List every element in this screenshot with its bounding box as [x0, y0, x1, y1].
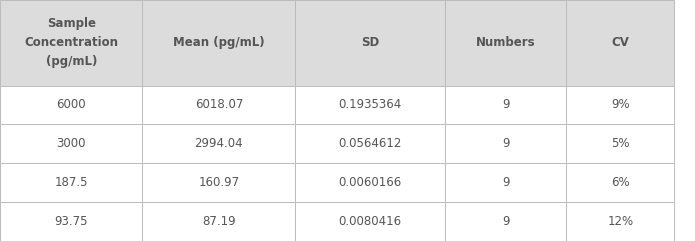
Bar [0, 86, 142, 124]
Bar [0, 163, 142, 202]
Text: Numbers: Numbers [476, 36, 535, 49]
Bar [142, 202, 295, 241]
Text: 93.75: 93.75 [54, 215, 88, 228]
Bar [566, 86, 674, 124]
Bar [295, 0, 445, 86]
Text: 9: 9 [502, 176, 509, 189]
Text: SD: SD [361, 36, 379, 49]
Text: 6018.07: 6018.07 [195, 99, 243, 112]
Text: 9: 9 [502, 99, 509, 112]
Bar [0, 202, 142, 241]
Text: 6000: 6000 [56, 99, 86, 112]
Bar [295, 86, 445, 124]
Bar [142, 163, 295, 202]
Bar [142, 0, 295, 86]
Text: 9%: 9% [611, 99, 630, 112]
Text: 9: 9 [502, 137, 509, 150]
Bar [445, 163, 566, 202]
Text: 187.5: 187.5 [54, 176, 88, 189]
Text: 0.0060166: 0.0060166 [338, 176, 402, 189]
Text: Sample
Concentration
(pg/mL): Sample Concentration (pg/mL) [24, 17, 118, 68]
Bar [445, 0, 566, 86]
Bar [0, 0, 142, 86]
Bar [445, 86, 566, 124]
Bar [295, 163, 445, 202]
Text: 3000: 3000 [56, 137, 86, 150]
Text: 12%: 12% [607, 215, 633, 228]
Bar [566, 124, 674, 163]
Text: 0.0564612: 0.0564612 [338, 137, 402, 150]
Text: 6%: 6% [611, 176, 630, 189]
Text: 9: 9 [502, 215, 509, 228]
Text: Mean (pg/mL): Mean (pg/mL) [173, 36, 265, 49]
Bar [295, 124, 445, 163]
Text: 0.1935364: 0.1935364 [338, 99, 402, 112]
Bar [566, 0, 674, 86]
Text: 160.97: 160.97 [198, 176, 240, 189]
Bar [295, 202, 445, 241]
Text: 0.0080416: 0.0080416 [338, 215, 402, 228]
Bar [566, 163, 674, 202]
Bar [142, 124, 295, 163]
Bar [566, 202, 674, 241]
Text: 2994.04: 2994.04 [195, 137, 243, 150]
Bar [142, 86, 295, 124]
Bar [0, 124, 142, 163]
Text: 5%: 5% [611, 137, 630, 150]
Bar [445, 202, 566, 241]
Bar [445, 124, 566, 163]
Text: CV: CV [612, 36, 629, 49]
Text: 87.19: 87.19 [202, 215, 236, 228]
